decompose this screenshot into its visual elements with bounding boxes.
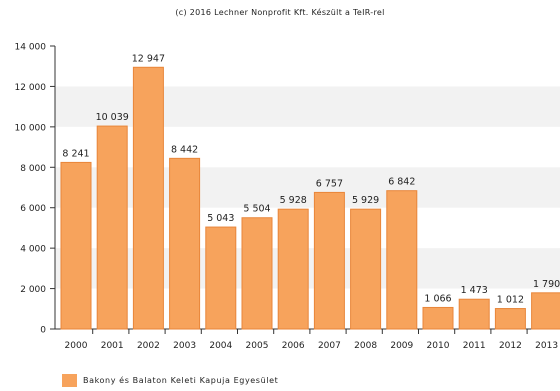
y-tick-label: 12 000 [15,83,47,93]
data-label-2007: 6 757 [316,178,343,189]
x-tick-label-2005: 2005 [246,341,269,351]
bar-2008 [350,208,382,330]
x-tick-label-2002: 2002 [137,341,160,351]
x-tick-label-2007: 2007 [318,341,341,351]
y-tick-label: 2 000 [20,285,46,295]
bar-2010 [422,306,454,330]
y-tick-label: 14 000 [15,43,47,53]
data-label-2003: 8 442 [171,144,198,155]
x-tick-label-2008: 2008 [354,341,377,351]
x-tick-label-2001: 2001 [101,341,124,351]
x-tick-label-2003: 2003 [173,341,196,351]
grid-band [55,167,560,208]
x-tick-label-2012: 2012 [499,341,522,351]
data-label-2004: 5 043 [207,213,234,224]
chart-credit: (c) 2016 Lechner Nonprofit Kft. Készült … [175,8,385,17]
legend-label: Bakony és Balaton Keleti Kapuja Egyesüle… [83,376,279,385]
x-tick-label-2011: 2011 [463,341,486,351]
x-tick-labels: 2000 2001 2002 2003 2004 2005 2006 2007 2008 2009… [65,341,559,351]
data-label-2009: 6 842 [388,177,415,188]
y-tick-labels: 0 2 000 4 000 6 000 8 000 10 000 12 000 14 000 [15,43,47,336]
x-tick-label-2010: 2010 [427,341,450,351]
bar-2000 [60,161,92,330]
y-tick-label: 10 000 [15,123,47,133]
grid-band [55,86,560,127]
chart-bars [60,66,560,330]
y-tick-label: 6 000 [20,204,46,214]
bar-2001 [96,125,128,330]
data-label-2001: 10 039 [96,112,129,123]
y-tick-label: 0 [40,326,46,336]
bar-2005 [241,217,273,330]
bar-2007 [313,191,345,330]
bar-2003 [169,157,201,330]
x-tick-label-2006: 2006 [282,341,305,351]
data-label-2008: 5 929 [352,195,379,206]
bar-2011 [458,298,490,330]
data-label-2002: 12 947 [132,53,165,64]
chart-data-labels: 8 241 10 039 12 947 8 442 5 043 5 504 5 928 6 7… [62,53,560,305]
data-label-2010: 1 066 [424,293,451,304]
bar-2004 [205,226,237,330]
bar-2002 [132,66,164,330]
bar-2013 [531,292,560,330]
x-tick-label-2013: 2013 [535,341,558,351]
bar-2006 [277,208,309,330]
chart-legend[interactable]: Bakony és Balaton Keleti Kapuja Egyesüle… [62,374,278,387]
bar-2012 [494,308,526,330]
data-label-2013: 1 790 [533,279,560,290]
x-tick-label-2004: 2004 [209,341,232,351]
data-label-2000: 8 241 [62,148,89,159]
data-label-2005: 5 504 [243,204,270,215]
x-tick-label-2000: 2000 [65,341,88,351]
data-label-2012: 1 012 [497,295,524,306]
bar-2009 [386,190,418,330]
legend-swatch [62,374,77,387]
data-label-2006: 5 928 [280,195,307,206]
x-tick-label-2009: 2009 [390,341,413,351]
y-tick-label: 8 000 [20,164,46,174]
data-label-2011: 1 473 [461,285,488,296]
y-tick-label: 4 000 [20,245,46,255]
